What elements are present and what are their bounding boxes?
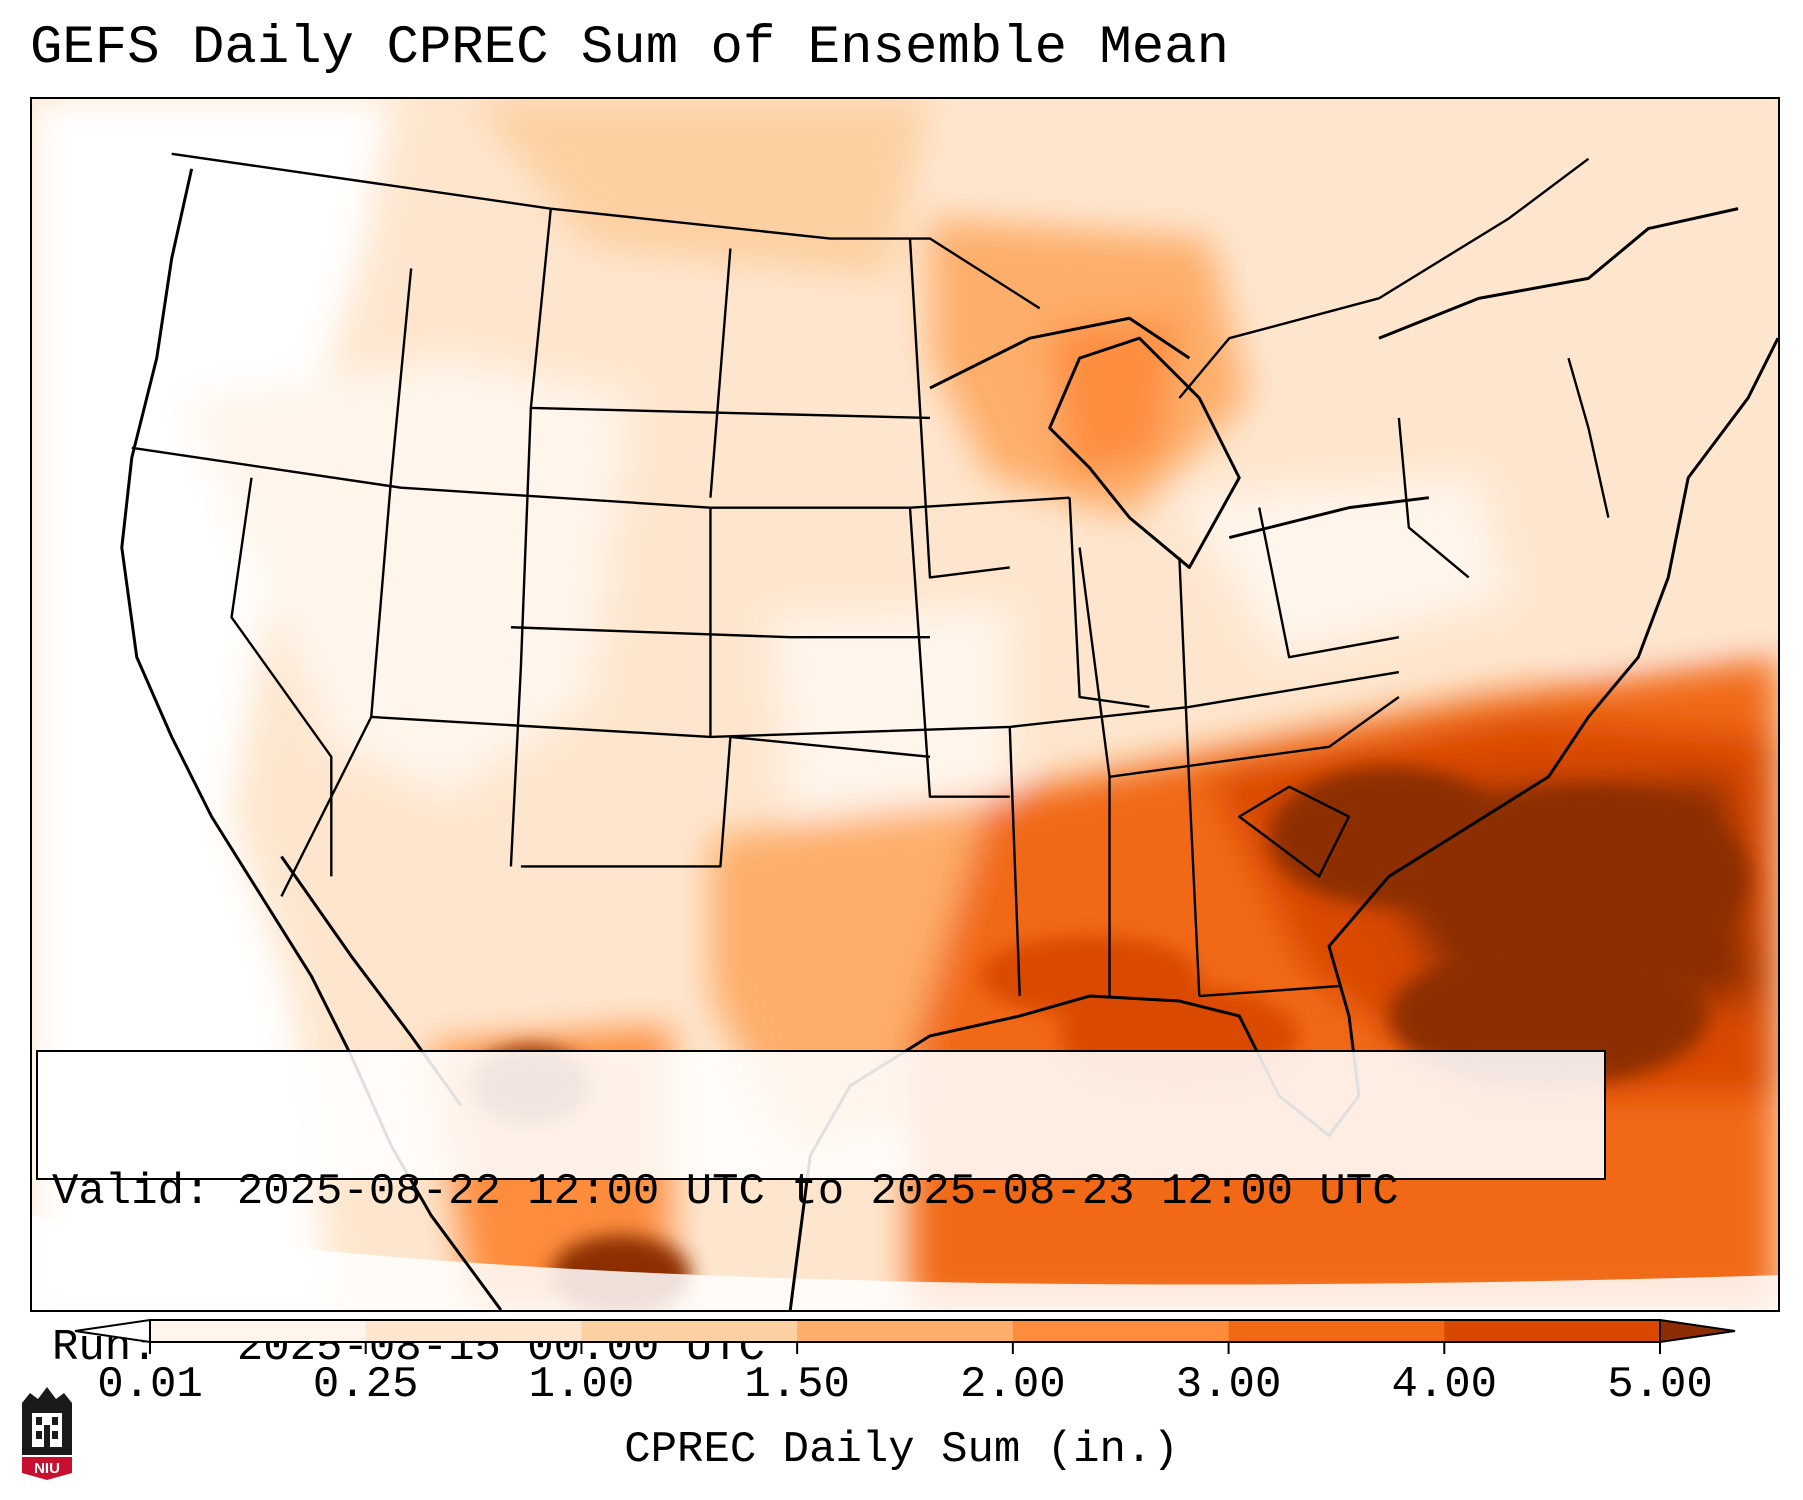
colorbar-segment [797, 1320, 1014, 1342]
svg-text:NIU: NIU [34, 1460, 60, 1477]
colorbar-segment [365, 1320, 582, 1342]
colorbar-tick-label: 4.00 [1391, 1360, 1498, 1410]
colorbar-segment [581, 1320, 798, 1342]
colorbar-tick-label: 0.25 [312, 1360, 419, 1410]
colorbar-tick-label: 2.00 [960, 1360, 1066, 1410]
colorbar-segment [1228, 1320, 1445, 1342]
colorbar-tick-label: 0.01 [97, 1360, 203, 1410]
colorbar: 0.01 0.25 1.00 1.50 2.00 3.00 4.00 5.00 CPREC D… [0, 1310, 1803, 1500]
niu-logo: NIU [22, 1387, 72, 1480]
valid-time-text: Valid: 2025-08-22 12:00 UTC to 2025-08-2… [52, 1167, 1399, 1217]
colorbar-segment [1444, 1320, 1661, 1342]
colorbar-segment [150, 1320, 367, 1342]
colorbar-tick-label: 3.00 [1175, 1360, 1282, 1410]
colorbar-tick-label: 1.00 [528, 1360, 635, 1410]
colorbar-frame [149, 1319, 1661, 1343]
colorbar-tick-label: 1.50 [744, 1360, 850, 1410]
colorbar-label: CPREC Daily Sum (in.) [624, 1425, 1179, 1475]
state-borders [131, 152, 1610, 998]
valid-run-info-box: Valid: 2025-08-22 12:00 UTC to 2025-08-2… [36, 1050, 1606, 1373]
colorbar-segment [1012, 1320, 1230, 1342]
colorbar-tick-label: 5.00 [1607, 1360, 1713, 1410]
colorbar-under-triangle [74, 1318, 151, 1344]
chart-title: GEFS Daily CPREC Sum of Ensemble Mean [30, 18, 1229, 79]
colorbar-over-triangle [1659, 1318, 1736, 1344]
colorbar-bar [74, 1318, 1736, 1354]
